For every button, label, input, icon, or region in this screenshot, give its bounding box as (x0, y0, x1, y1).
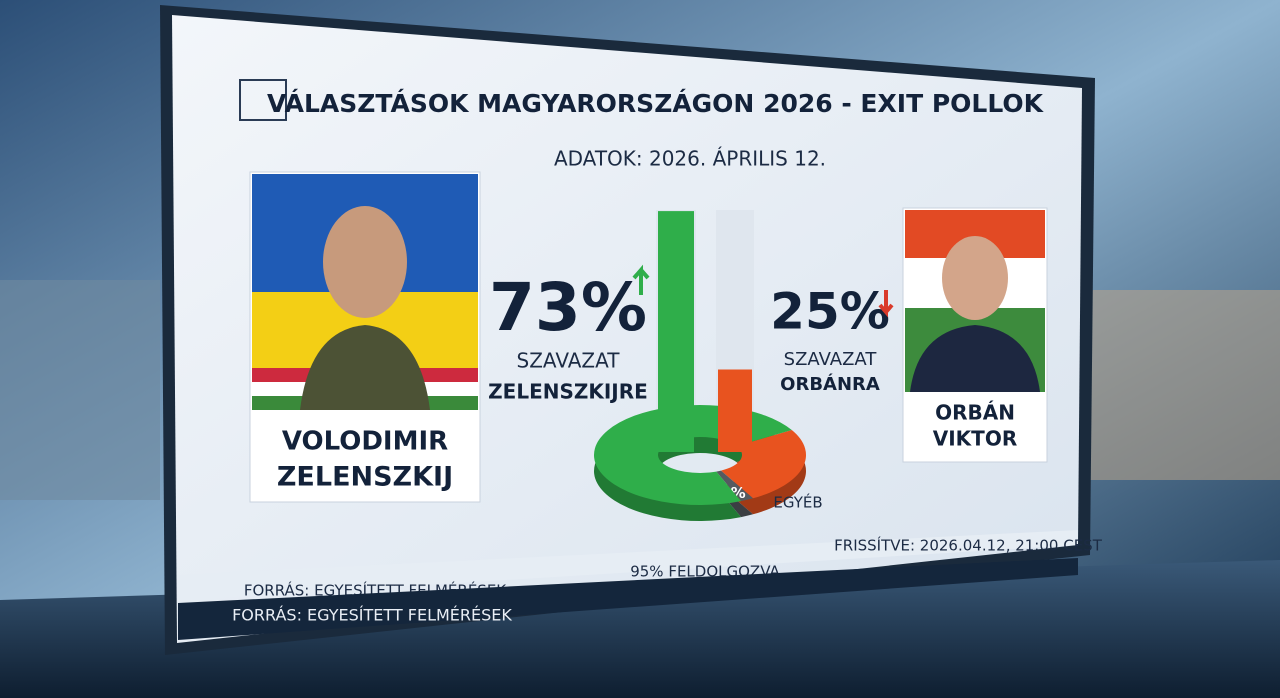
footer-band (178, 530, 1078, 600)
subtitle: ADATOK: 2026. ÁPRILIS 12. (554, 147, 826, 171)
parliament-window (1085, 290, 1280, 480)
caption: SZAVAZAT (784, 349, 878, 370)
caption: SZAVAZAT (517, 349, 621, 373)
slice (716, 470, 753, 502)
caption: ORBÁNRA (780, 373, 880, 395)
down-arrow (878, 290, 894, 318)
title: VÁLASZTÁSOK MAGYARORSZÁGON 2026 - EXIT P… (267, 89, 1045, 118)
lower-bar (178, 558, 1078, 640)
bar (658, 211, 694, 452)
portrait-head (323, 206, 407, 318)
big-percentage: 73% (489, 269, 647, 346)
portrait-body (300, 325, 430, 410)
big-percentage: 25% (770, 283, 890, 341)
slice-category: EGYÉB (773, 493, 822, 512)
candidate-first-name: ORBÁN (935, 401, 1015, 425)
caption: ZELENSZKIJRE (488, 380, 648, 404)
candidate-last-name: ZELENSZKIJ (277, 462, 453, 493)
candidate-last-name: VIKTOR (933, 427, 1017, 451)
chart: 2%EGYÉB (593, 210, 823, 521)
up-arrow (632, 264, 650, 295)
portrait-head (942, 236, 1008, 320)
portrait-body (910, 325, 1040, 392)
footer-updated: FRISSÍTVE: 2026.04.12, 21:00 CEST (834, 536, 1103, 555)
ballot-icon (239, 79, 287, 121)
lower-bar-source: FORRÁS: EGYESÍTETT FELMÉRÉSEK (232, 606, 512, 625)
city-window (0, 280, 160, 500)
bar (718, 369, 752, 452)
candidate-first-name: VOLODIMIR (282, 427, 448, 457)
